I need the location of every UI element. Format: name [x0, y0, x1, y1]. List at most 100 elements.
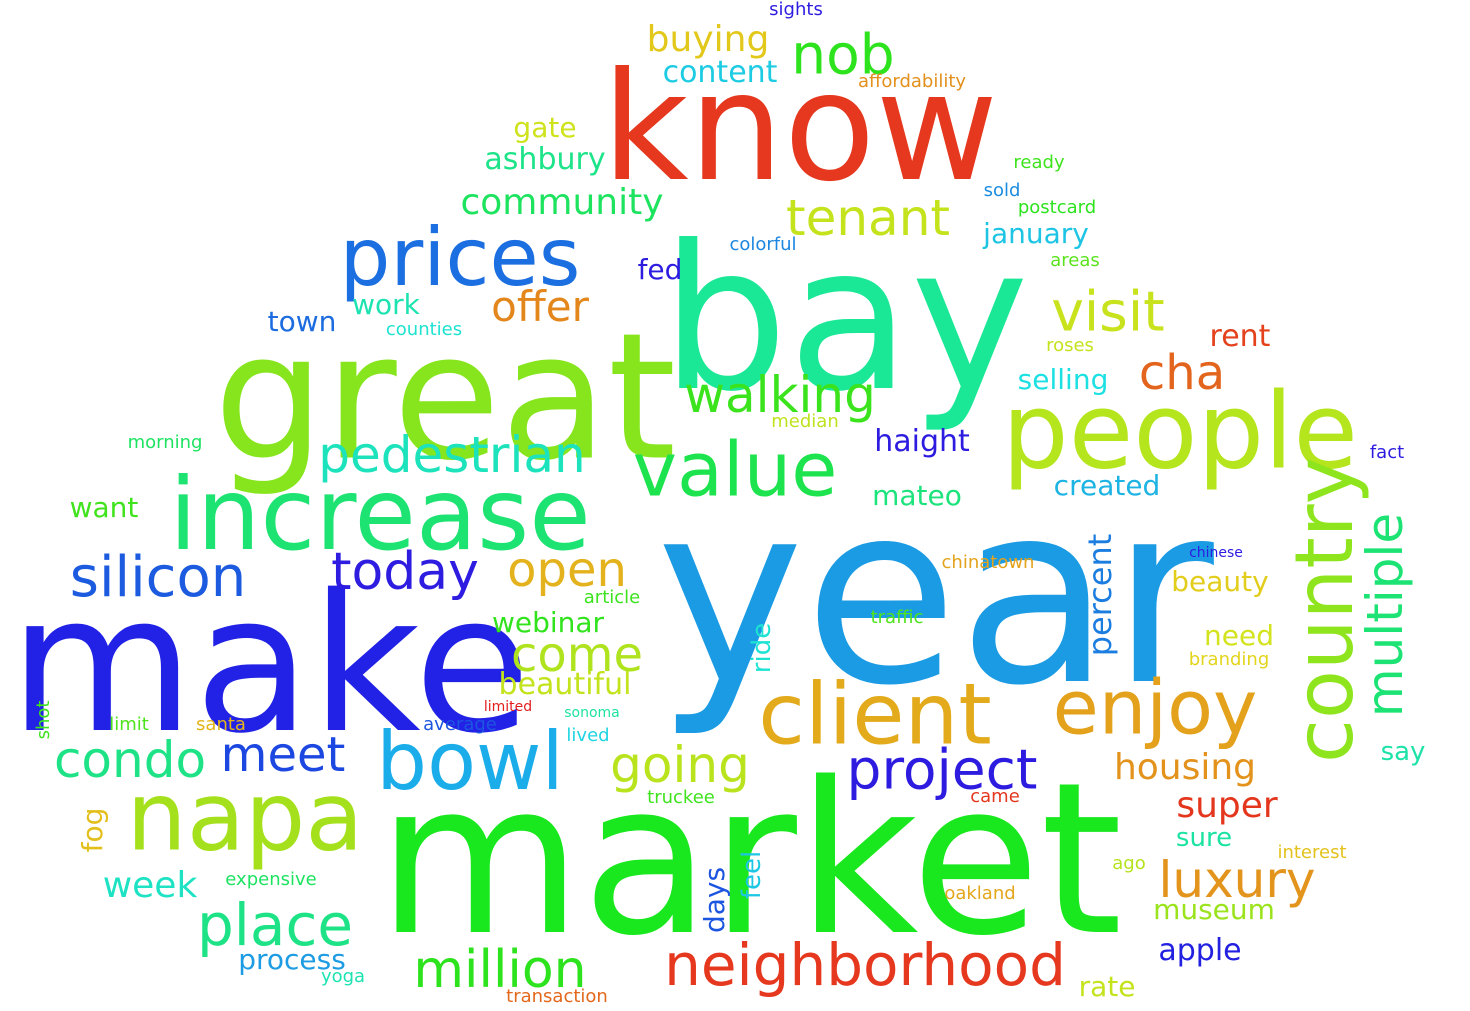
word-fact: fact — [1369, 442, 1405, 463]
word-article: article — [583, 587, 641, 608]
word-lived: lived — [566, 725, 610, 746]
word-shot: shot — [33, 700, 54, 740]
word-sights: sights — [769, 0, 823, 20]
word-mateo: mateo — [872, 479, 962, 512]
word-expensive: expensive — [225, 869, 317, 890]
word-chinese: chinese — [1189, 545, 1243, 561]
word-counties: counties — [385, 319, 463, 340]
word-ashbury: ashbury — [484, 142, 606, 177]
word-week: week — [102, 865, 198, 906]
word-condo: condo — [53, 731, 207, 789]
word-rate: rate — [1078, 970, 1136, 1003]
word-percent: percent — [1081, 533, 1119, 657]
word-neighborhood: neighborhood — [664, 931, 1066, 999]
word-bay: bay — [661, 203, 1029, 436]
word-great: great — [213, 296, 677, 500]
word-today: today — [331, 542, 479, 602]
word-community: community — [460, 182, 664, 223]
word-oakland: oakland — [944, 883, 1016, 904]
word-haight: haight — [874, 424, 970, 459]
word-walking: walking — [684, 366, 876, 424]
word-going: going — [610, 736, 750, 794]
word-million: million — [413, 940, 587, 1000]
word-interest: interest — [1277, 842, 1347, 863]
word-fog: fog — [76, 807, 109, 853]
word-place: place — [196, 891, 354, 959]
word-napa: napa — [126, 762, 364, 873]
word-country: country — [1278, 457, 1371, 763]
word-silicon: silicon — [69, 545, 247, 610]
word-average: average — [423, 714, 497, 735]
word-fed: fed — [637, 253, 683, 286]
word-roses: roses — [1046, 335, 1094, 356]
word-content: content — [662, 55, 778, 90]
word-prices: prices — [339, 211, 581, 304]
word-beauty: beauty — [1171, 565, 1269, 598]
word-year: year — [656, 449, 1214, 740]
word-pedestrian: pedestrian — [318, 426, 586, 484]
word-process: process — [238, 943, 346, 976]
word-know: know — [601, 41, 999, 215]
word-nob: nob — [791, 22, 895, 87]
word-created: created — [1053, 469, 1161, 502]
word-morning: morning — [127, 432, 203, 453]
word-gate: gate — [513, 111, 577, 144]
word-branding: branding — [1188, 649, 1270, 670]
word-need: need — [1204, 619, 1274, 652]
word-sonoma: sonoma — [564, 705, 620, 721]
word-truckee: truckee — [647, 787, 715, 808]
word-multiple: multiple — [1356, 512, 1414, 718]
word-areas: areas — [1050, 250, 1100, 271]
word-sold: sold — [983, 180, 1021, 201]
word-open: open — [507, 542, 627, 598]
word-increase: increase — [169, 456, 591, 573]
word-buying: buying — [646, 19, 770, 60]
word-limited: limited — [483, 699, 533, 715]
word-limit: limit — [109, 714, 149, 735]
word-housing: housing — [1113, 747, 1257, 788]
word-affordability: affordability — [857, 71, 967, 92]
word-apple: apple — [1158, 933, 1242, 968]
word-colorful: colorful — [729, 234, 797, 255]
word-super: super — [1176, 785, 1278, 826]
word-traffic: traffic — [870, 607, 924, 628]
word-offer: offer — [491, 282, 589, 331]
word-came: came — [970, 786, 1020, 807]
word-cha: cha — [1138, 345, 1226, 401]
word-ride: ride — [747, 622, 777, 674]
word-beautiful: beautiful — [498, 667, 632, 702]
word-rent: rent — [1209, 319, 1271, 354]
word-transaction: transaction — [506, 986, 608, 1007]
word-people: people — [1002, 370, 1358, 493]
word-yoga: yoga — [320, 966, 366, 987]
word-bowl: bowl — [376, 715, 564, 808]
word-webinar: webinar — [491, 606, 605, 639]
word-chinatown: chinatown — [941, 552, 1035, 573]
word-median: median — [771, 411, 839, 432]
word-town: town — [267, 305, 337, 338]
word-meet: meet — [220, 727, 346, 783]
word-value: value — [632, 425, 838, 514]
word-work: work — [352, 288, 420, 321]
word-santa: santa — [196, 714, 246, 735]
word-museum: museum — [1153, 893, 1275, 926]
word-want: want — [69, 491, 139, 524]
word-come: come — [510, 627, 644, 683]
word-make: make — [9, 554, 531, 775]
word-selling: selling — [1017, 363, 1109, 396]
word-project: project — [846, 737, 1038, 802]
word-enjoy: enjoy — [1052, 663, 1258, 752]
word-january: january — [983, 217, 1089, 250]
word-feel: feel — [737, 850, 767, 900]
word-tenant: tenant — [786, 189, 950, 247]
word-say: say — [1380, 737, 1426, 767]
word-days: days — [698, 866, 731, 934]
word-ago: ago — [1112, 853, 1146, 874]
word-postcard: postcard — [1017, 197, 1097, 218]
word-luxury: luxury — [1158, 851, 1316, 909]
word-client: client — [758, 665, 992, 765]
word-visit: visit — [1051, 279, 1165, 344]
word-sure: sure — [1175, 823, 1233, 853]
word-market: market — [377, 737, 1123, 982]
